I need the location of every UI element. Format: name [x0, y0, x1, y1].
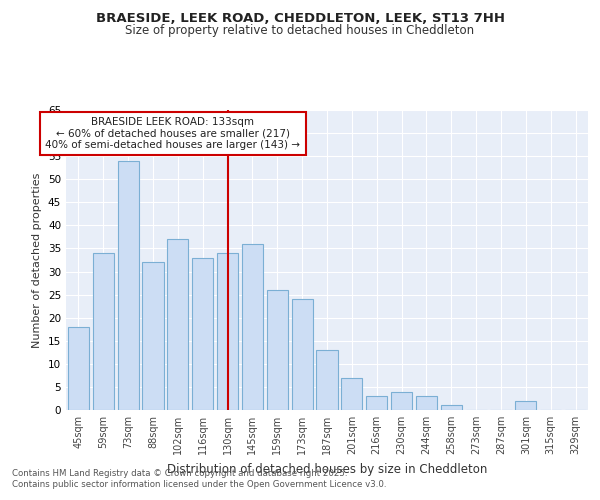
Bar: [391, 392, 412, 410]
Bar: [118, 161, 139, 410]
Bar: [68, 327, 89, 410]
Text: Contains HM Land Registry data © Crown copyright and database right 2025.: Contains HM Land Registry data © Crown c…: [12, 468, 347, 477]
Text: BRAESIDE, LEEK ROAD, CHEDDLETON, LEEK, ST13 7HH: BRAESIDE, LEEK ROAD, CHEDDLETON, LEEK, S…: [95, 12, 505, 26]
Bar: [316, 350, 338, 410]
Bar: [267, 290, 288, 410]
Bar: [242, 244, 263, 410]
X-axis label: Distribution of detached houses by size in Cheddleton: Distribution of detached houses by size …: [167, 462, 487, 475]
Text: BRAESIDE LEEK ROAD: 133sqm
← 60% of detached houses are smaller (217)
40% of sem: BRAESIDE LEEK ROAD: 133sqm ← 60% of deta…: [46, 117, 301, 150]
Bar: [93, 253, 114, 410]
Y-axis label: Number of detached properties: Number of detached properties: [32, 172, 43, 348]
Bar: [167, 239, 188, 410]
Bar: [441, 406, 462, 410]
Bar: [192, 258, 213, 410]
Bar: [515, 401, 536, 410]
Bar: [341, 378, 362, 410]
Bar: [366, 396, 387, 410]
Bar: [292, 299, 313, 410]
Bar: [416, 396, 437, 410]
Text: Size of property relative to detached houses in Cheddleton: Size of property relative to detached ho…: [125, 24, 475, 37]
Bar: [142, 262, 164, 410]
Bar: [217, 253, 238, 410]
Text: Contains public sector information licensed under the Open Government Licence v3: Contains public sector information licen…: [12, 480, 386, 489]
